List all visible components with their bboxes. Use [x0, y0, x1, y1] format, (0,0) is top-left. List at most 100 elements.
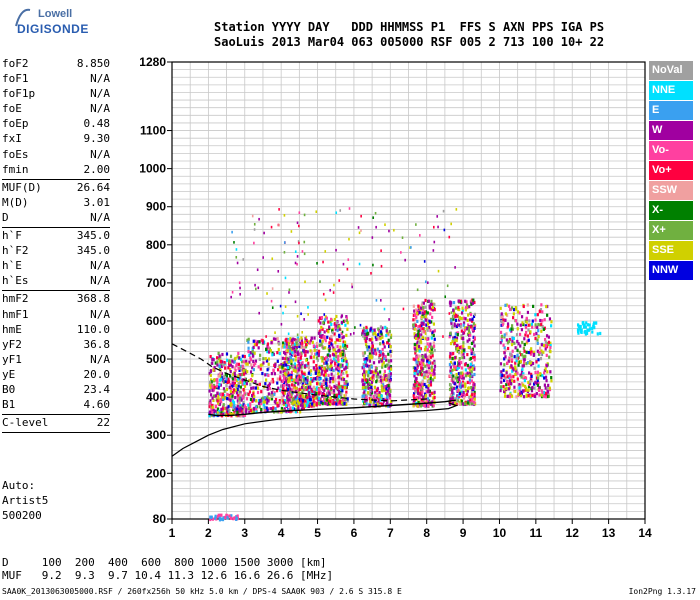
echo-point — [232, 384, 235, 388]
echo-point — [221, 360, 224, 364]
echo-point — [294, 398, 297, 402]
software-version: Ion2Png 1.3.17 — [628, 587, 696, 596]
echo-point — [364, 393, 367, 397]
echo-point — [366, 391, 370, 395]
echo-point — [245, 362, 248, 366]
echo-point — [419, 392, 422, 396]
echo-point — [230, 412, 233, 417]
echo-point — [412, 394, 415, 398]
echo-point — [413, 309, 416, 313]
echo-point — [505, 303, 508, 307]
echo-point — [293, 365, 296, 369]
param-name: hmF1 — [2, 307, 29, 321]
echo-point — [290, 353, 293, 357]
echo-point — [208, 380, 212, 384]
echo-point — [343, 394, 346, 398]
echo-point — [545, 364, 548, 368]
echo-point — [220, 411, 223, 415]
echo-point — [371, 236, 374, 239]
echo-point — [231, 365, 234, 369]
echo-point — [374, 211, 377, 215]
echo-point — [499, 362, 503, 366]
echo-point — [256, 390, 260, 395]
echo-point — [278, 377, 282, 381]
echo-point — [452, 308, 455, 313]
echo-point — [273, 363, 276, 367]
echo-point — [217, 374, 220, 378]
echo-point — [459, 299, 463, 303]
echo-point — [543, 394, 546, 399]
param-name: hmE — [2, 322, 22, 336]
echo-point — [291, 388, 294, 392]
echo-point — [288, 395, 291, 400]
echo-point — [363, 326, 365, 330]
echo-point — [450, 222, 452, 226]
echo-point — [458, 402, 461, 406]
echo-point — [414, 325, 417, 330]
echo-point — [453, 335, 456, 340]
echo-point — [507, 382, 510, 386]
echo-point — [532, 353, 535, 357]
echo-point — [310, 355, 313, 360]
echo-point — [246, 362, 249, 366]
echo-point — [364, 385, 367, 390]
echo-point — [431, 315, 434, 320]
echo-point — [294, 380, 297, 384]
echo-point — [231, 377, 235, 381]
echo-point — [537, 358, 540, 362]
echo-point — [312, 377, 315, 381]
echo-point — [518, 332, 522, 337]
echo-point — [469, 318, 472, 322]
param-separator — [2, 432, 110, 434]
echo-point — [314, 371, 317, 375]
echo-point — [296, 376, 299, 380]
echo-point — [286, 388, 290, 392]
echo-point — [541, 310, 544, 314]
echo-point — [304, 397, 307, 401]
echo-point — [371, 341, 374, 345]
echo-point — [238, 356, 241, 360]
echo-point — [500, 315, 503, 319]
echo-point — [546, 370, 549, 374]
echo-point — [225, 406, 228, 410]
echo-point — [239, 393, 242, 397]
echo-point — [536, 378, 539, 382]
echo-point — [462, 352, 465, 356]
echo-point — [208, 405, 211, 409]
echo-point — [337, 389, 341, 394]
echo-point — [471, 317, 474, 321]
echo-point — [519, 373, 522, 377]
echo-point — [289, 389, 292, 393]
echo-point — [357, 226, 360, 229]
echo-point — [254, 339, 257, 343]
echo-point — [240, 398, 243, 402]
echo-point — [536, 313, 539, 317]
echo-point — [325, 385, 328, 390]
echo-point — [412, 366, 415, 370]
echo-point — [259, 363, 262, 367]
echo-point — [222, 516, 225, 520]
auto-scaling-info: Auto: Artist5 500200 — [2, 478, 48, 523]
echo-point — [219, 513, 222, 517]
echo-point — [514, 367, 517, 371]
echo-point — [452, 317, 455, 321]
echo-point — [361, 379, 365, 383]
echo-point — [323, 330, 326, 334]
echo-point — [344, 319, 346, 323]
echo-point — [276, 401, 279, 405]
file-info-footer: SAA0K_2013063005000.RSF / 260fx256h 50 k… — [2, 587, 402, 596]
echo-point — [287, 371, 290, 375]
echo-point — [415, 369, 418, 373]
echo-point — [388, 229, 390, 233]
echo-point — [370, 271, 372, 275]
echo-point — [210, 515, 213, 519]
echo-point — [367, 386, 370, 390]
echo-point — [266, 359, 269, 363]
echo-point — [504, 303, 507, 307]
echo-point — [534, 336, 537, 341]
echo-point — [306, 403, 309, 407]
echo-point — [286, 365, 290, 369]
y-tick-label: 1000 — [139, 162, 166, 176]
param-row: D N/A — [2, 211, 110, 226]
echo-point — [363, 390, 366, 394]
